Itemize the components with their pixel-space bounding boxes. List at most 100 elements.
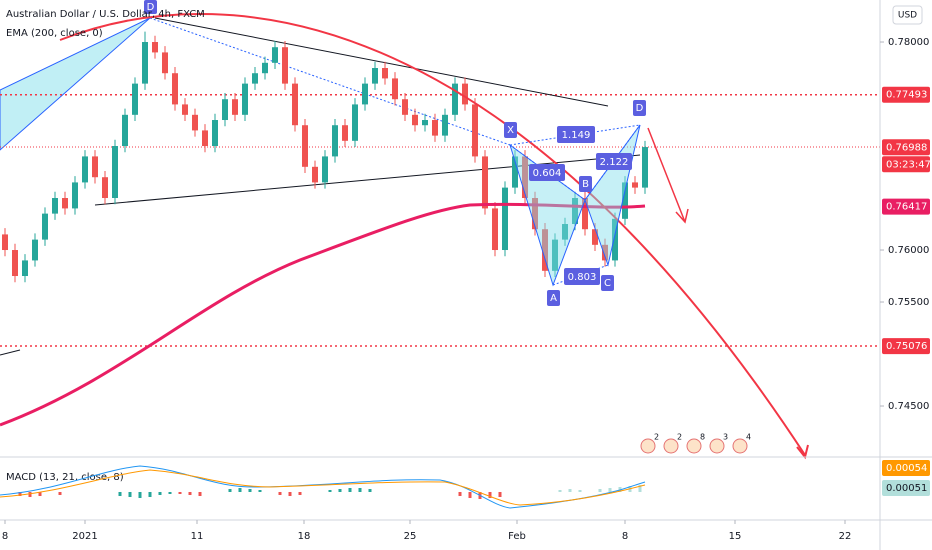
currency-button[interactable]	[892, 5, 923, 25]
candle-body	[292, 83, 298, 126]
indicator-label: EMA (200, close, 0)	[6, 28, 103, 39]
candle-body	[502, 187, 508, 251]
candle-body	[492, 208, 498, 251]
point-label: X	[507, 125, 514, 136]
candle-body	[222, 99, 228, 121]
event-count: 4	[746, 433, 751, 442]
macd-label: 0.00054	[886, 463, 927, 474]
candle-body	[452, 83, 458, 115]
pattern-labels: D X A B C D 1.149 0.604 0.803 2.122	[144, 0, 646, 306]
candle-body	[522, 156, 528, 199]
candle-body	[122, 114, 128, 147]
countdown: 03:23:47	[886, 159, 931, 170]
candle-body	[462, 83, 468, 105]
candle-body	[192, 114, 198, 131]
candle-body	[402, 99, 408, 115]
event-icon	[640, 438, 656, 454]
point-box	[144, 0, 157, 14]
ratio-box	[529, 164, 565, 181]
macd-label-box	[882, 460, 930, 476]
candle-body	[182, 104, 188, 115]
countdown-box	[882, 156, 930, 173]
candle-body	[272, 47, 278, 63]
price-label: 0.76417	[886, 202, 927, 213]
candle-body	[442, 114, 448, 136]
currency-label[interactable]: USD	[898, 11, 917, 21]
trendline	[94, 154, 641, 206]
price-label-box	[882, 198, 930, 215]
ratio-label: 0.604	[533, 168, 562, 179]
event-count: 2	[654, 433, 659, 442]
candle-body	[102, 177, 108, 199]
candle-body	[322, 156, 328, 183]
candle-body	[372, 68, 378, 84]
signal-line	[0, 469, 646, 506]
events: 2 2 8 3 4	[640, 433, 751, 454]
candle-body	[12, 250, 18, 277]
point-label: D	[147, 2, 155, 13]
candle-body	[422, 120, 428, 126]
x-tick-label: 25	[404, 531, 417, 542]
candle-body	[142, 42, 148, 84]
event-icon	[686, 438, 702, 454]
point-box	[601, 275, 614, 291]
candle-body	[112, 146, 118, 199]
event-count: 3	[723, 433, 728, 442]
candle-body	[212, 120, 218, 147]
point-box	[633, 100, 646, 116]
event-count: 8	[700, 433, 705, 442]
candle-body	[172, 73, 178, 105]
pattern-wedge	[0, 17, 151, 151]
event-icon	[709, 438, 725, 454]
candle-body	[42, 213, 48, 240]
point-label: D	[636, 103, 644, 114]
x-tick-label: 2021	[72, 531, 97, 542]
trendline	[154, 17, 609, 107]
macd-label-box	[882, 480, 930, 496]
point-label: B	[582, 179, 589, 190]
candle-body	[82, 156, 88, 183]
candle-body	[552, 239, 558, 271]
candle-body	[52, 198, 58, 214]
chart-title: Australian Dollar / U.S. Dollar, 4h, FXC…	[6, 9, 205, 20]
candle-body	[632, 182, 638, 188]
x-tick-label: 18	[298, 531, 311, 542]
candle-body	[582, 198, 588, 230]
price-label: 0.76988	[886, 142, 927, 153]
x-tick-label: 22	[839, 531, 852, 542]
candle-body	[282, 47, 288, 84]
candle-body	[252, 73, 258, 84]
price-label-box	[882, 86, 930, 103]
candle-body	[602, 244, 608, 261]
macd-label: 0.00051	[886, 483, 927, 494]
point-label: A	[550, 293, 557, 304]
x-tick-label: 8	[2, 531, 8, 542]
price-label-box	[882, 338, 930, 355]
candle-body	[342, 125, 348, 141]
macd-title: MACD (13, 21, close, 8)	[6, 472, 124, 483]
candle-body	[312, 166, 318, 183]
candle-body	[202, 130, 208, 147]
ratio-box	[557, 126, 595, 143]
event-count: 2	[677, 433, 682, 442]
price-label: 0.75076	[886, 341, 927, 352]
y-tick-label: 0.74500	[888, 401, 929, 412]
ratio-label: 1.149	[562, 130, 591, 141]
candle-body	[382, 68, 388, 79]
candle-body	[162, 52, 168, 74]
x-tick-label: 15	[729, 531, 742, 542]
arc	[59, 13, 806, 456]
candle-body	[92, 156, 98, 178]
y-tick-label: 0.78000	[888, 37, 929, 48]
ratio-box	[596, 153, 632, 170]
event-icon	[663, 438, 679, 454]
candle-body	[152, 42, 158, 53]
candle-body	[592, 229, 598, 245]
macd-line	[0, 465, 646, 509]
trendline	[0, 349, 21, 356]
candle-body	[262, 62, 268, 74]
candle-body	[622, 182, 628, 219]
candle-body	[412, 114, 418, 126]
candle-body	[512, 156, 518, 188]
